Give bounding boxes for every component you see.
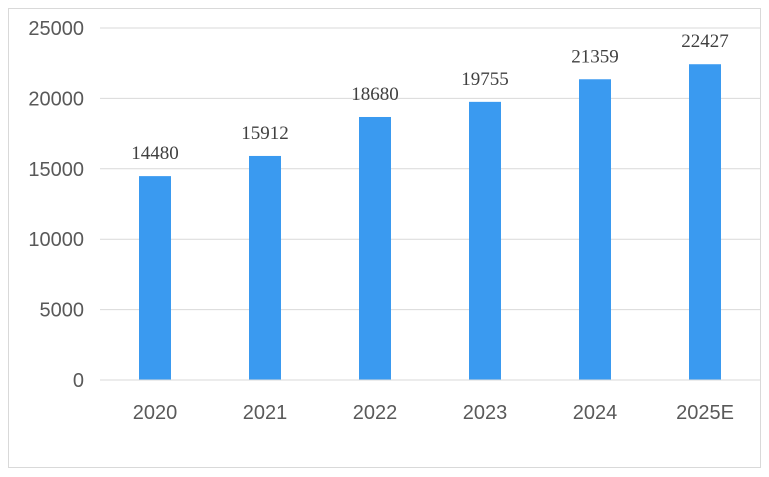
y-tick-label: 10000	[28, 229, 84, 251]
gridlines	[100, 27, 760, 311]
x-tick-label-2024: 2024	[573, 402, 618, 424]
bars	[139, 64, 721, 381]
data-label-2025E: 22427	[681, 31, 729, 52]
x-tick-label-2021: 2021	[243, 402, 288, 424]
data-labels: 14480 15912 18680 19755 21359 22427	[131, 31, 729, 164]
data-label-2022: 18680	[351, 84, 399, 105]
data-label-2023: 19755	[461, 69, 509, 90]
data-label-2024: 21359	[571, 46, 619, 67]
bar-2022	[359, 116, 391, 381]
bar-2021	[249, 155, 281, 380]
bar-2020	[139, 176, 171, 380]
x-tick-label-2025E: 2025E	[676, 402, 734, 424]
x-tick-label-2022: 2022	[353, 402, 398, 424]
x-tick-label-2023: 2023	[463, 402, 508, 424]
bar-2024	[579, 79, 611, 380]
data-label-2021: 15912	[241, 123, 289, 144]
y-tick-label: 20000	[28, 88, 84, 110]
y-axis: 0 5000 10000 15000 20000 25000	[28, 18, 84, 392]
y-tick-label: 0	[73, 370, 84, 392]
y-tick-label: 25000	[28, 18, 84, 40]
y-tick-label: 15000	[28, 159, 84, 181]
y-tick-label: 5000	[40, 300, 85, 322]
x-axis: 2020 2021 2022 2023 2024 2025E	[100, 379, 760, 424]
bar-2023	[469, 101, 501, 380]
data-label-2020: 14480	[131, 143, 179, 164]
bar-2025E	[689, 64, 721, 380]
x-tick-label-2020: 2020	[133, 402, 178, 424]
